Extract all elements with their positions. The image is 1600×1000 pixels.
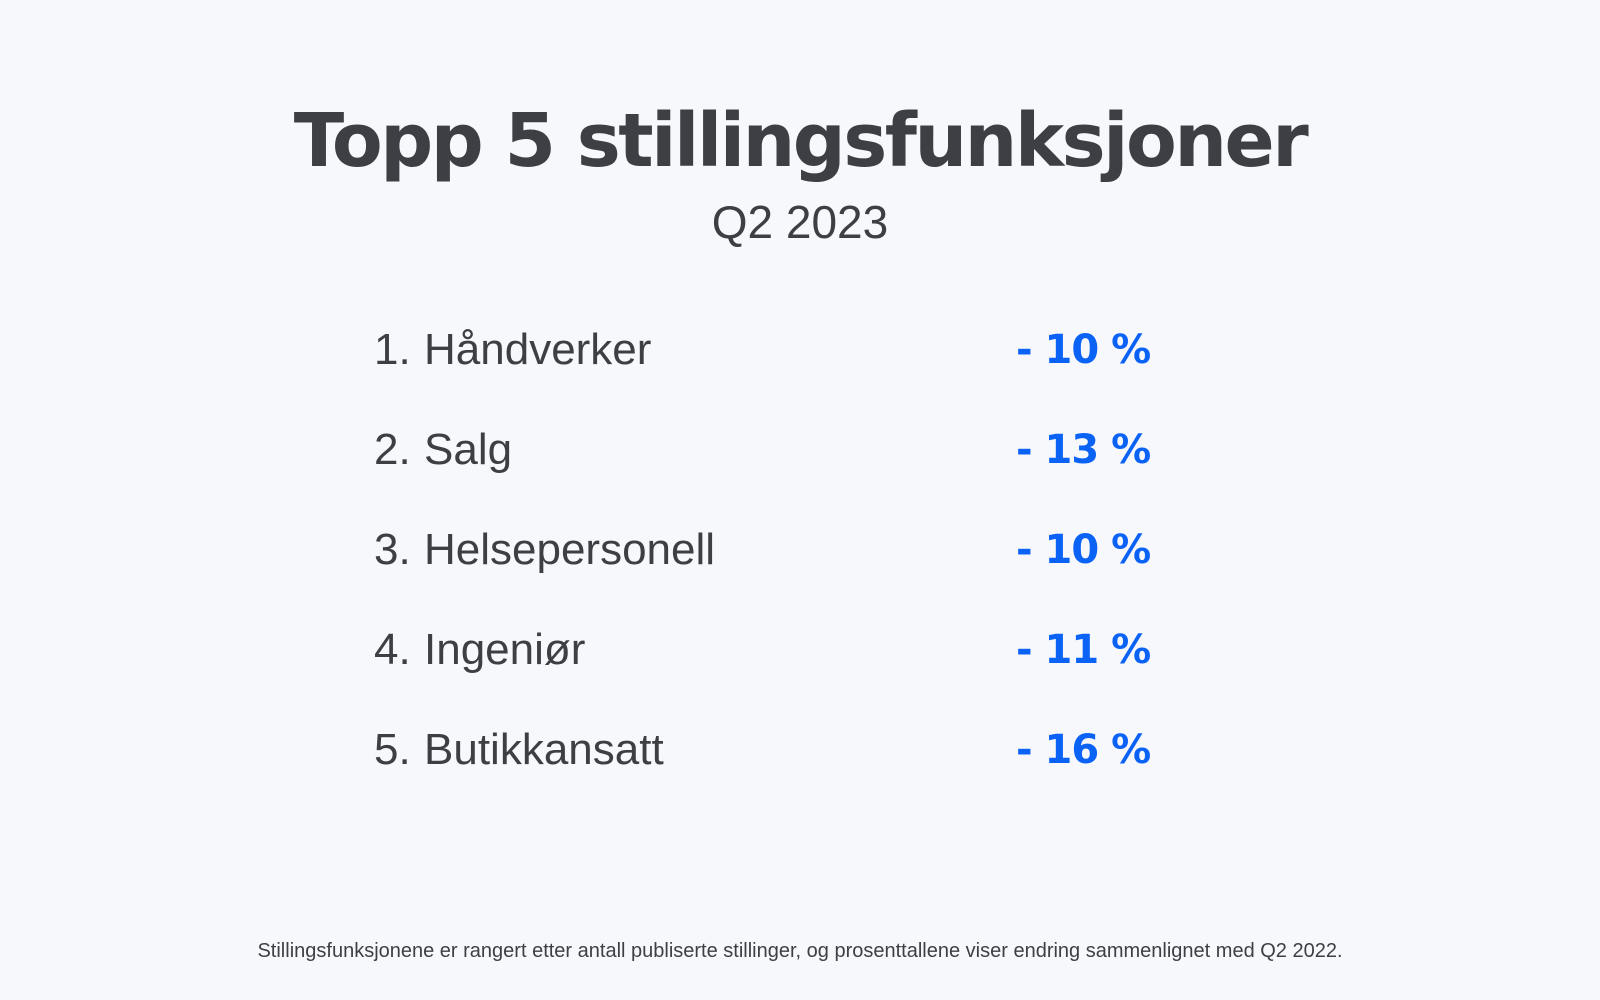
item-label: Ingeniør <box>424 625 586 674</box>
item-change: - 13 % <box>1016 427 1151 473</box>
item-rank: 1. <box>374 325 411 374</box>
item-change: - 10 % <box>1016 327 1151 373</box>
item-change: - 16 % <box>1016 727 1151 773</box>
item-change: - 11 % <box>1016 627 1151 673</box>
list-item: 2. Salg - 13 % <box>374 400 1274 500</box>
item-rank: 3. <box>374 525 411 574</box>
item-label: Salg <box>424 425 513 474</box>
list-item: 1. Håndverker - 10 % <box>374 300 1274 400</box>
item-change: - 10 % <box>1016 527 1151 573</box>
list-item: 5. Butikkansatt - 16 % <box>374 700 1274 800</box>
item-rank: 2. <box>374 425 411 474</box>
page-title: Topp 5 stillingsfunksjoner <box>293 98 1309 184</box>
list-item: 3. Helsepersonell - 10 % <box>374 500 1274 600</box>
item-label: Butikkansatt <box>424 725 664 774</box>
ranking-list: 1. Håndverker - 10 % 2. Salg - 13 % 3. H… <box>374 300 1274 800</box>
item-label: Helsepersonell <box>424 525 716 574</box>
footnote: Stillingsfunksjonene er rangert etter an… <box>257 940 1343 962</box>
item-rank: 4. <box>374 625 411 674</box>
page-subtitle: Q2 2023 <box>711 196 889 248</box>
list-item: 4. Ingeniør - 11 % <box>374 600 1274 700</box>
item-rank: 5. <box>374 725 411 774</box>
item-label: Håndverker <box>424 325 652 374</box>
